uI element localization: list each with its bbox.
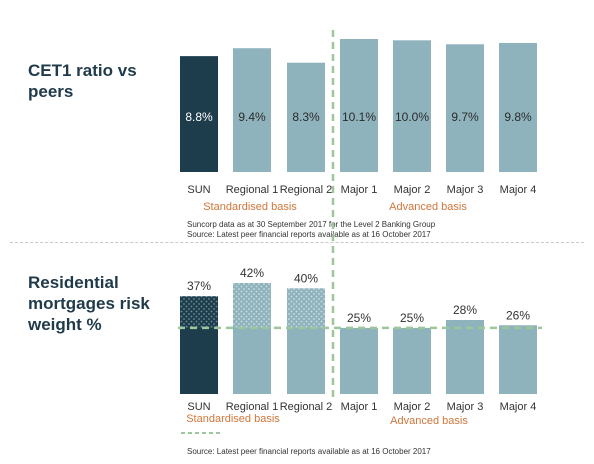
risk-category-label: Major 2 [394,401,431,413]
cet1-title-line2: peers [28,82,74,101]
cet1-bar-regional-2 [287,62,325,172]
cet1-note-1: Suncorp data as at 30 September 2017 for… [187,220,436,229]
cet1-bar-sun [180,56,218,172]
cet1-bar-major-3 [446,44,484,172]
risk-value-label: 25% [400,311,424,325]
risk-bar-major-1 [340,327,378,394]
risk-bar-regional-2-excess [287,288,325,328]
risk-category-label: Major 4 [500,401,537,413]
risk-category-label: Major 1 [341,401,378,413]
cet1-category-label: Regional 1 [226,184,279,196]
cet1-category-label: Major 2 [394,184,431,196]
risk-bar-regional-1-base [233,327,271,394]
risk-weight-chart-title: Residential mortgages risk weight % [28,272,150,335]
risk-title-line2: mortgages risk [28,294,150,313]
risk-category-label: Major 3 [447,401,484,413]
risk-bar-major-3 [446,320,484,394]
section-divider [10,242,584,243]
cet1-category-label: Major 1 [341,184,378,196]
risk-value-label: 40% [294,271,318,285]
risk-value-label: 37% [187,279,211,293]
cet1-bar-major-1 [340,39,378,172]
cet1-group-label-advanced: Advanced basis [389,201,467,213]
cet1-value-label: 9.4% [238,110,266,124]
cet1-value-label: 8.3% [292,110,320,124]
cet1-bar-major-4 [499,42,537,172]
risk-title-line1: Residential [28,273,119,292]
risk-value-label: 42% [240,266,264,280]
cet1-value-label: 10.1% [342,110,376,124]
risk-value-label: 28% [453,303,477,317]
cet1-note-2: Source: Latest peer financial reports av… [187,230,431,239]
risk-value-label: 26% [506,308,530,322]
cet1-value-label: 8.8% [185,110,213,124]
cet1-category-label: SUN [187,184,210,196]
cet1-group-label-standardised: Standardised basis [203,201,297,213]
risk-bar-regional-1-excess [233,283,271,328]
cet1-value-label: 10.0% [395,110,429,124]
cet1-category-label: Major 3 [447,184,484,196]
risk-category-label: Regional 2 [280,401,333,413]
risk-bar-regional-2-base [287,327,325,394]
cet1-bar-regional-1 [233,48,271,173]
cet1-title-line1: CET1 ratio vs [28,61,137,80]
risk-bar-major-4 [499,325,537,394]
risk-group-label-standardised: Standardised basis [186,413,280,425]
risk-group-label-advanced: Advanced basis [390,415,468,427]
risk-bar-sun-base [180,327,218,394]
risk-category-label: SUN [187,401,210,413]
risk-bar-sun-excess [180,296,218,328]
cet1-chart-title: CET1 ratio vs peers [28,60,137,102]
cet1-bar-major-2 [393,40,431,172]
cet1-value-label: 9.7% [451,110,479,124]
cet1-category-label: Regional 2 [280,184,333,196]
risk-weight-source: Source: Latest peer financial reports av… [187,447,431,456]
risk-title-line3: weight % [28,315,102,334]
risk-value-label: 25% [347,311,371,325]
cet1-value-label: 9.8% [504,110,532,124]
cet1-category-label: Major 4 [500,184,537,196]
risk-category-label: Regional 1 [226,401,279,413]
risk-bar-major-2 [393,327,431,394]
